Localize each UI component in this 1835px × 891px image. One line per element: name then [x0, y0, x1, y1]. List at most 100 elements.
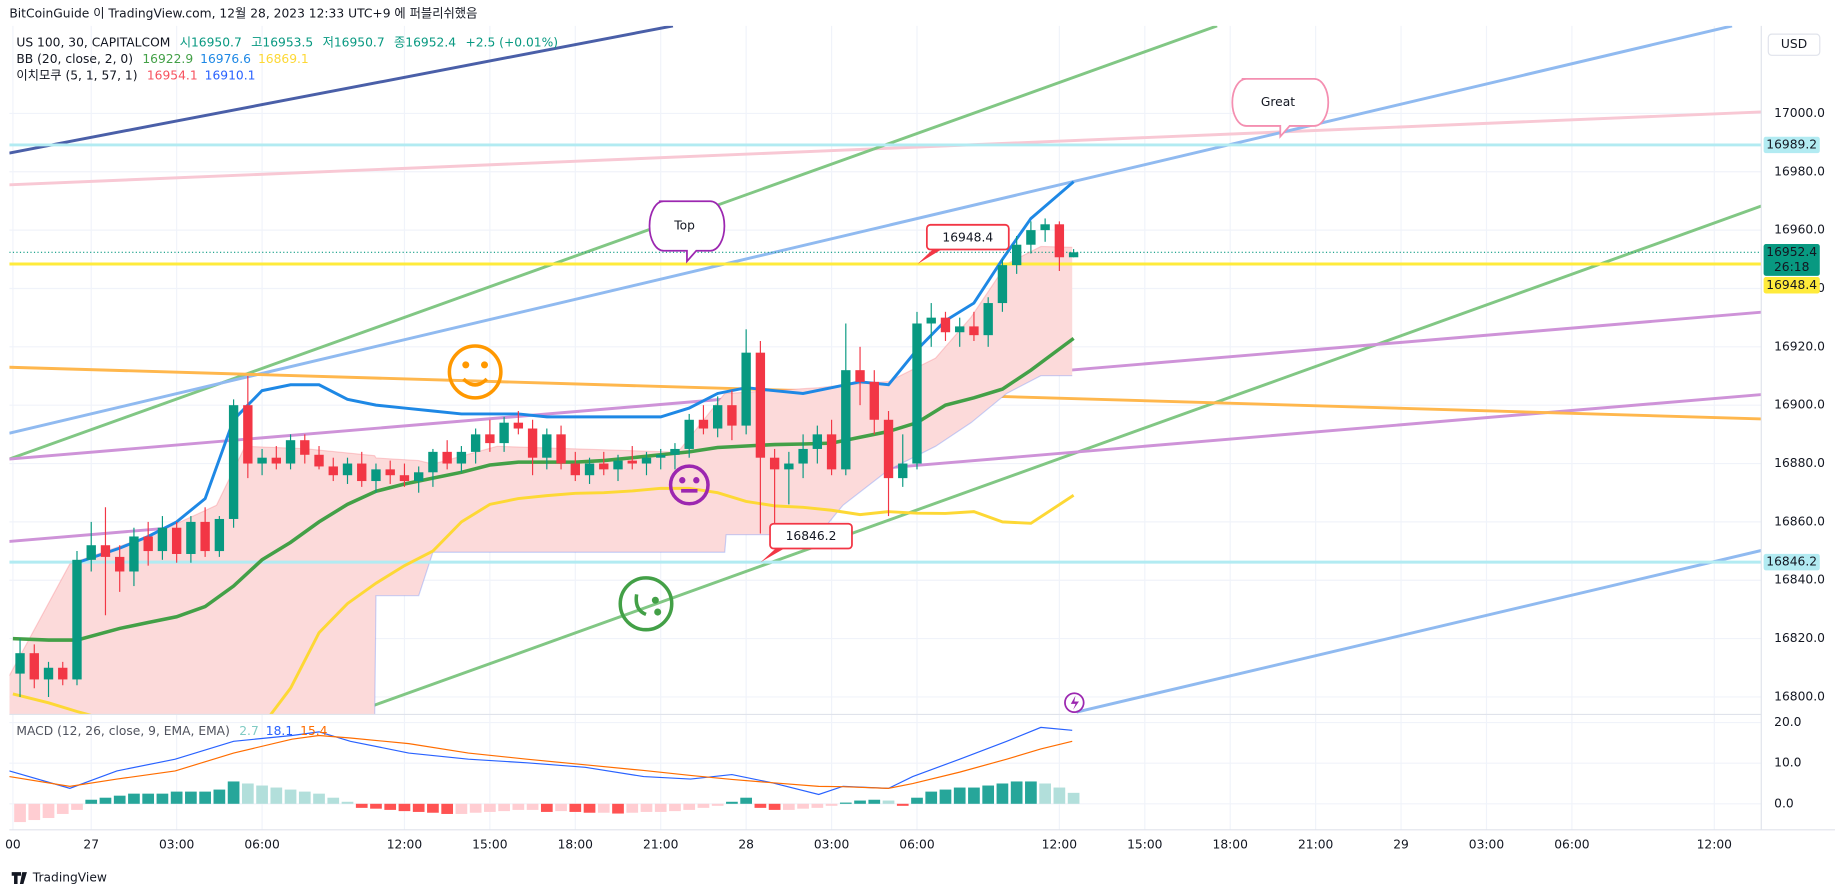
candle-body [257, 457, 267, 464]
hline-price-label: 16846.2 [1766, 555, 1817, 569]
x-tick-label: 15:00 [1127, 838, 1163, 852]
candle-body [15, 653, 25, 674]
price-note: 16948.4 [942, 230, 993, 244]
histogram-bar [968, 787, 980, 804]
macd-tick-label: 20.0 [1774, 715, 1802, 729]
trend-line [348, 204, 1762, 715]
x-tick-label: 06:00 [899, 838, 935, 852]
bb-label: BB (20, close, 2, 0) [16, 51, 133, 65]
candle-body [841, 370, 851, 470]
histogram-bar [427, 803, 439, 813]
histogram-bar [669, 803, 681, 812]
histogram-bar [313, 793, 325, 804]
open-legend: 시16950.7 [180, 35, 242, 49]
hline-price-label-box [1763, 136, 1820, 154]
candle-body [613, 460, 623, 470]
histogram-bar [697, 803, 710, 808]
x-tick-label: 03:00 [1469, 838, 1505, 852]
candle-body [43, 667, 54, 680]
x-tick-label: 28 [738, 838, 754, 852]
candle-body [86, 545, 96, 560]
macd-line [9, 726, 1073, 796]
histogram-bar [783, 803, 795, 810]
candle-body [357, 463, 367, 482]
histogram-bar [626, 803, 639, 813]
histogram-bar [555, 803, 567, 812]
close-legend: 종16952.4 [394, 35, 456, 49]
candle-body [983, 303, 993, 336]
smiley-icon [618, 576, 674, 632]
ichimoku-label: 이치모쿠 (5, 1, 57, 1) [16, 68, 137, 82]
currency[interactable]: USD [1781, 37, 1807, 51]
change-legend: +2.5 (+0.01%) [465, 35, 558, 49]
candle-body [1026, 230, 1036, 245]
y-tick-label: 16840.0 [1774, 573, 1825, 587]
candle-body [342, 463, 353, 476]
histogram-bar [569, 803, 582, 812]
histogram-bar [854, 800, 866, 804]
x-tick-label: 29 [1393, 838, 1409, 852]
histogram-bar [612, 803, 624, 814]
ichimoku-edge [374, 375, 1073, 715]
candle-body [727, 405, 737, 426]
x-tick-label: 03:00 [159, 838, 195, 852]
histogram-bar [925, 791, 938, 804]
candle-body [470, 434, 481, 452]
candle-body [784, 463, 794, 470]
candle-body [883, 419, 894, 479]
x-tick-label: 18:00 [558, 838, 594, 852]
x-tick-label: 27 [83, 838, 99, 852]
ichimoku-value: 16954.1 [147, 68, 198, 82]
candle-body [385, 469, 395, 476]
histogram-bar [825, 803, 838, 806]
candle-body [72, 559, 82, 680]
brand: TradingView [32, 871, 107, 885]
alert-icon[interactable] [1064, 692, 1085, 713]
macd-tick-label: 0.0 [1774, 796, 1794, 810]
macd-label: MACD (12, 26, close, 9, EMA, EMA) [16, 723, 229, 737]
currency-button[interactable] [1767, 33, 1821, 56]
histogram-bar [14, 803, 26, 823]
brand-logo [11, 872, 27, 884]
histogram-bar [199, 791, 211, 804]
hline-price-label: 16989.2 [1766, 137, 1817, 151]
bb-line [76, 180, 1075, 565]
histogram-bar [740, 797, 752, 804]
candle-body [1011, 244, 1022, 266]
histogram-bar [370, 803, 382, 809]
price-note-box [769, 522, 853, 550]
candle-body [171, 527, 182, 554]
candle-body [898, 463, 908, 479]
candle-body [243, 405, 253, 464]
candle-body [755, 352, 766, 458]
main-pane [9, 25, 1762, 715]
bb-value: 16869.1 [258, 51, 309, 65]
candle-body [599, 463, 609, 470]
symbol: US 100, 30, CAPITALCOM [16, 35, 170, 49]
histogram-bar [583, 803, 596, 813]
low-legend: 저16950.7 [323, 35, 385, 49]
high-legend: 고16953.5 [251, 35, 313, 49]
candle-body [214, 518, 225, 552]
histogram-bar [711, 803, 724, 806]
x-tick-label: 00 [5, 838, 21, 852]
candle-body [399, 475, 410, 482]
x-tick-label: 12:00 [1697, 838, 1733, 852]
callout-bubble [648, 200, 726, 264]
x-tick-label: 03:00 [814, 838, 850, 852]
hline-price-label: 16948.4 [1766, 278, 1817, 292]
candle-body [442, 451, 452, 464]
candle-body [513, 422, 524, 429]
histogram-bar [113, 795, 126, 804]
histogram-bar [640, 803, 653, 812]
histogram-bar [512, 803, 525, 810]
candle-body [926, 317, 936, 324]
histogram-bar [768, 803, 781, 810]
x-tick-label: 12:00 [387, 838, 423, 852]
histogram-bar [597, 803, 610, 813]
candle-body [812, 434, 823, 449]
histogram-bar [241, 783, 254, 804]
histogram-bar [754, 803, 767, 808]
x-tick-label: 06:00 [244, 838, 280, 852]
published-note: BitCoinGuide 이 TradingView.com, 12월 28, … [9, 6, 477, 21]
